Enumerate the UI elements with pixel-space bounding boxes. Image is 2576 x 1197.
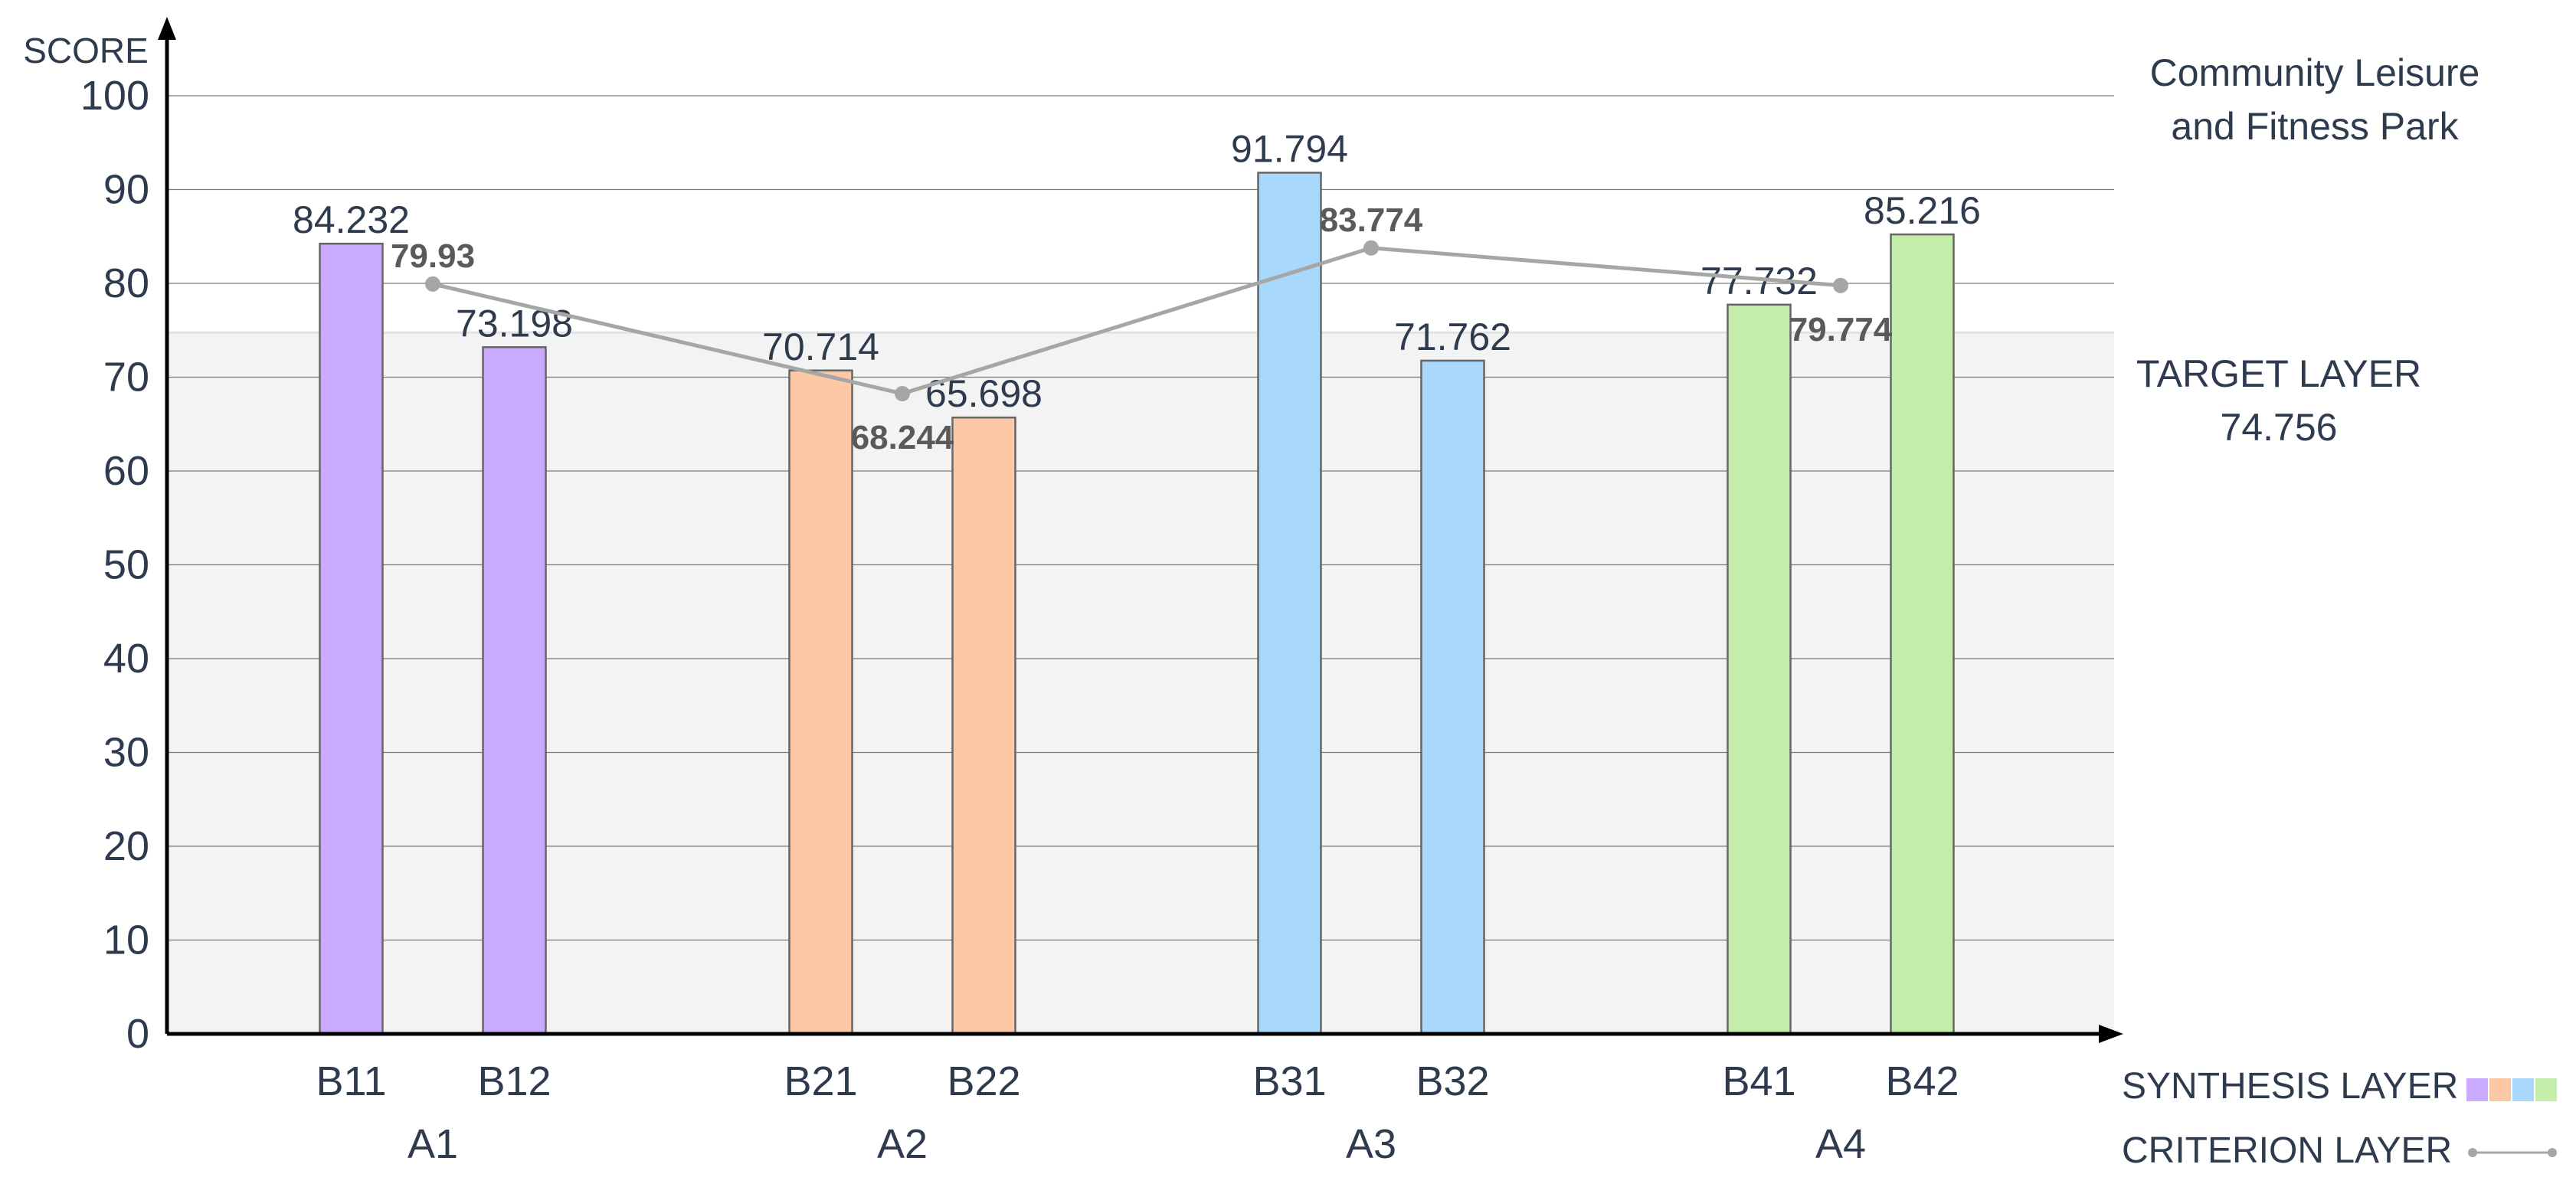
criterion-value-label: 79.93 [391,237,475,275]
bar-b21 [788,369,853,1035]
criterion-point [425,276,440,292]
criterion-value-label: 68.244 [851,419,954,456]
x-tick-label: B31 [1252,1058,1326,1104]
criterion-value-label: 79.774 [1789,311,1893,348]
bar-b11 [319,242,384,1035]
legend-swatch [2466,1078,2488,1101]
x-tick-label: B21 [784,1058,857,1104]
legend-synthesis-label: SYNTHESIS LAYER [2122,1066,2458,1107]
criterion-point [895,386,910,402]
y-tick-label: 30 [103,730,149,776]
y-tick-label: 10 [103,917,149,963]
legend-criterion-point [2548,1148,2557,1157]
y-axis-arrow [158,17,176,40]
group-label: A1 [408,1121,458,1167]
criterion-point [1833,277,1848,293]
bar-value-label: 70.714 [762,325,879,368]
legend-swatch [2535,1078,2557,1101]
y-tick-label: 70 [103,355,149,401]
bar-value-label: 73.198 [456,302,573,345]
chart-title-line-2: and Fitness Park [2171,105,2459,148]
criterion-line [432,246,1841,396]
y-tick-label: 50 [103,542,149,588]
bar-value-label: 91.794 [1231,128,1348,171]
x-tick-label: B42 [1885,1058,1959,1104]
bar-b31 [1257,172,1322,1035]
legend-criterion-point [2468,1148,2477,1157]
bar-value-label: 71.762 [1394,316,1511,358]
criterion-value-label: 83.774 [1320,201,1423,239]
x-tick-label: B12 [477,1058,551,1104]
legend-swatch [2489,1078,2511,1101]
x-tick-label: B11 [316,1058,386,1104]
criterion-point [1363,240,1379,256]
chart-title-line-1: Community Leisure [2150,51,2480,94]
x-tick-label: B41 [1722,1058,1795,1104]
bar-value-label: 65.698 [925,372,1043,415]
bar-b42 [1890,233,1955,1035]
y-tick-label: 20 [103,823,149,869]
legend-criterion-label: CRITERION LAYER [2122,1130,2452,1171]
y-axis-title: SCORE [23,31,149,70]
x-tick-label: B22 [947,1058,1020,1104]
group-label: A2 [877,1121,928,1167]
bar-value-label: 84.232 [293,198,410,241]
bar-b12 [482,346,547,1035]
target-layer-value: 74.756 [2221,406,2338,449]
y-tick-label: 60 [103,448,149,494]
bar-b41 [1727,303,1792,1035]
y-tick-label: 80 [103,260,149,306]
bar-b32 [1420,359,1485,1035]
y-tick-label: 100 [80,73,149,119]
bar-b22 [951,416,1016,1035]
bar-value-label: 85.216 [1864,189,1981,232]
legend-swatch [2512,1078,2534,1101]
target-layer-label: TARGET LAYER [2136,352,2421,395]
group-label: A4 [1815,1121,1866,1167]
target-band [167,332,2114,1034]
y-tick-label: 40 [103,636,149,682]
x-tick-label: B32 [1416,1058,1489,1104]
x-axis-arrow [2099,1025,2123,1043]
group-label: A3 [1346,1121,1396,1167]
y-tick-label: 90 [103,167,149,213]
y-tick-label: 0 [126,1011,149,1057]
